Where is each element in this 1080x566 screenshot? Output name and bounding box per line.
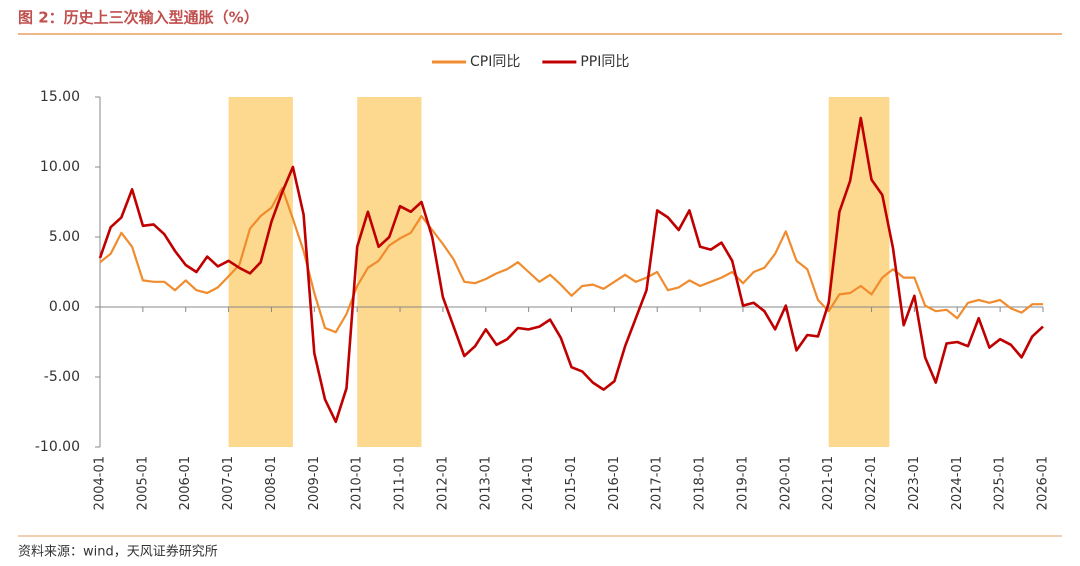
chart-title: 图 2：历史上三次输入型通胀（%） xyxy=(18,9,259,27)
x-tick-label: 2014-01 xyxy=(521,456,536,510)
x-tick-label: 2005-01 xyxy=(135,456,150,510)
series-line xyxy=(98,116,1044,424)
x-tick-label: 2012-01 xyxy=(435,456,450,510)
x-tick-label: 2013-01 xyxy=(478,456,493,510)
highlight-band xyxy=(357,97,422,447)
x-tick-label: 2023-01 xyxy=(907,456,922,510)
highlight-band xyxy=(228,97,293,447)
y-tick-label: 0.00 xyxy=(49,299,80,315)
x-tick-label: 2019-01 xyxy=(735,456,750,510)
legend-label: PPI同比 xyxy=(580,54,629,70)
y-tick-label: 15.00 xyxy=(40,89,80,105)
x-tick-label: 2024-01 xyxy=(950,456,965,510)
series-line xyxy=(99,186,1043,334)
x-tick-label: 2022-01 xyxy=(864,456,879,510)
x-tick-label: 2008-01 xyxy=(264,456,279,510)
x-tick-label: 2018-01 xyxy=(693,456,708,510)
x-tick-label: 2026-01 xyxy=(1036,456,1051,510)
x-tick-label: 2021-01 xyxy=(821,456,836,510)
y-tick-label: 10.00 xyxy=(40,159,80,175)
x-tick-label: 2011-01 xyxy=(393,456,408,510)
x-tick-label: 2025-01 xyxy=(993,456,1008,510)
x-tick-label: 2004-01 xyxy=(93,456,108,510)
x-tick-label: 2010-01 xyxy=(350,456,365,510)
source: 资料来源：wind，天风证券研究所 xyxy=(18,544,218,560)
x-tick-label: 2006-01 xyxy=(178,456,193,510)
x-tick-label: 2020-01 xyxy=(778,456,793,510)
y-tick-label: -5.00 xyxy=(44,369,80,385)
y-tick-label: -10.00 xyxy=(35,439,80,455)
x-tick-label: 2017-01 xyxy=(650,456,665,510)
x-tick-label: 2016-01 xyxy=(607,456,622,510)
x-tick-label: 2015-01 xyxy=(564,456,579,510)
x-tick-label: 2009-01 xyxy=(307,456,322,510)
y-tick-label: 5.00 xyxy=(49,229,80,245)
legend-label: CPI同比 xyxy=(470,54,520,70)
highlight-band xyxy=(828,97,890,447)
x-tick-label: 2007-01 xyxy=(221,456,236,510)
